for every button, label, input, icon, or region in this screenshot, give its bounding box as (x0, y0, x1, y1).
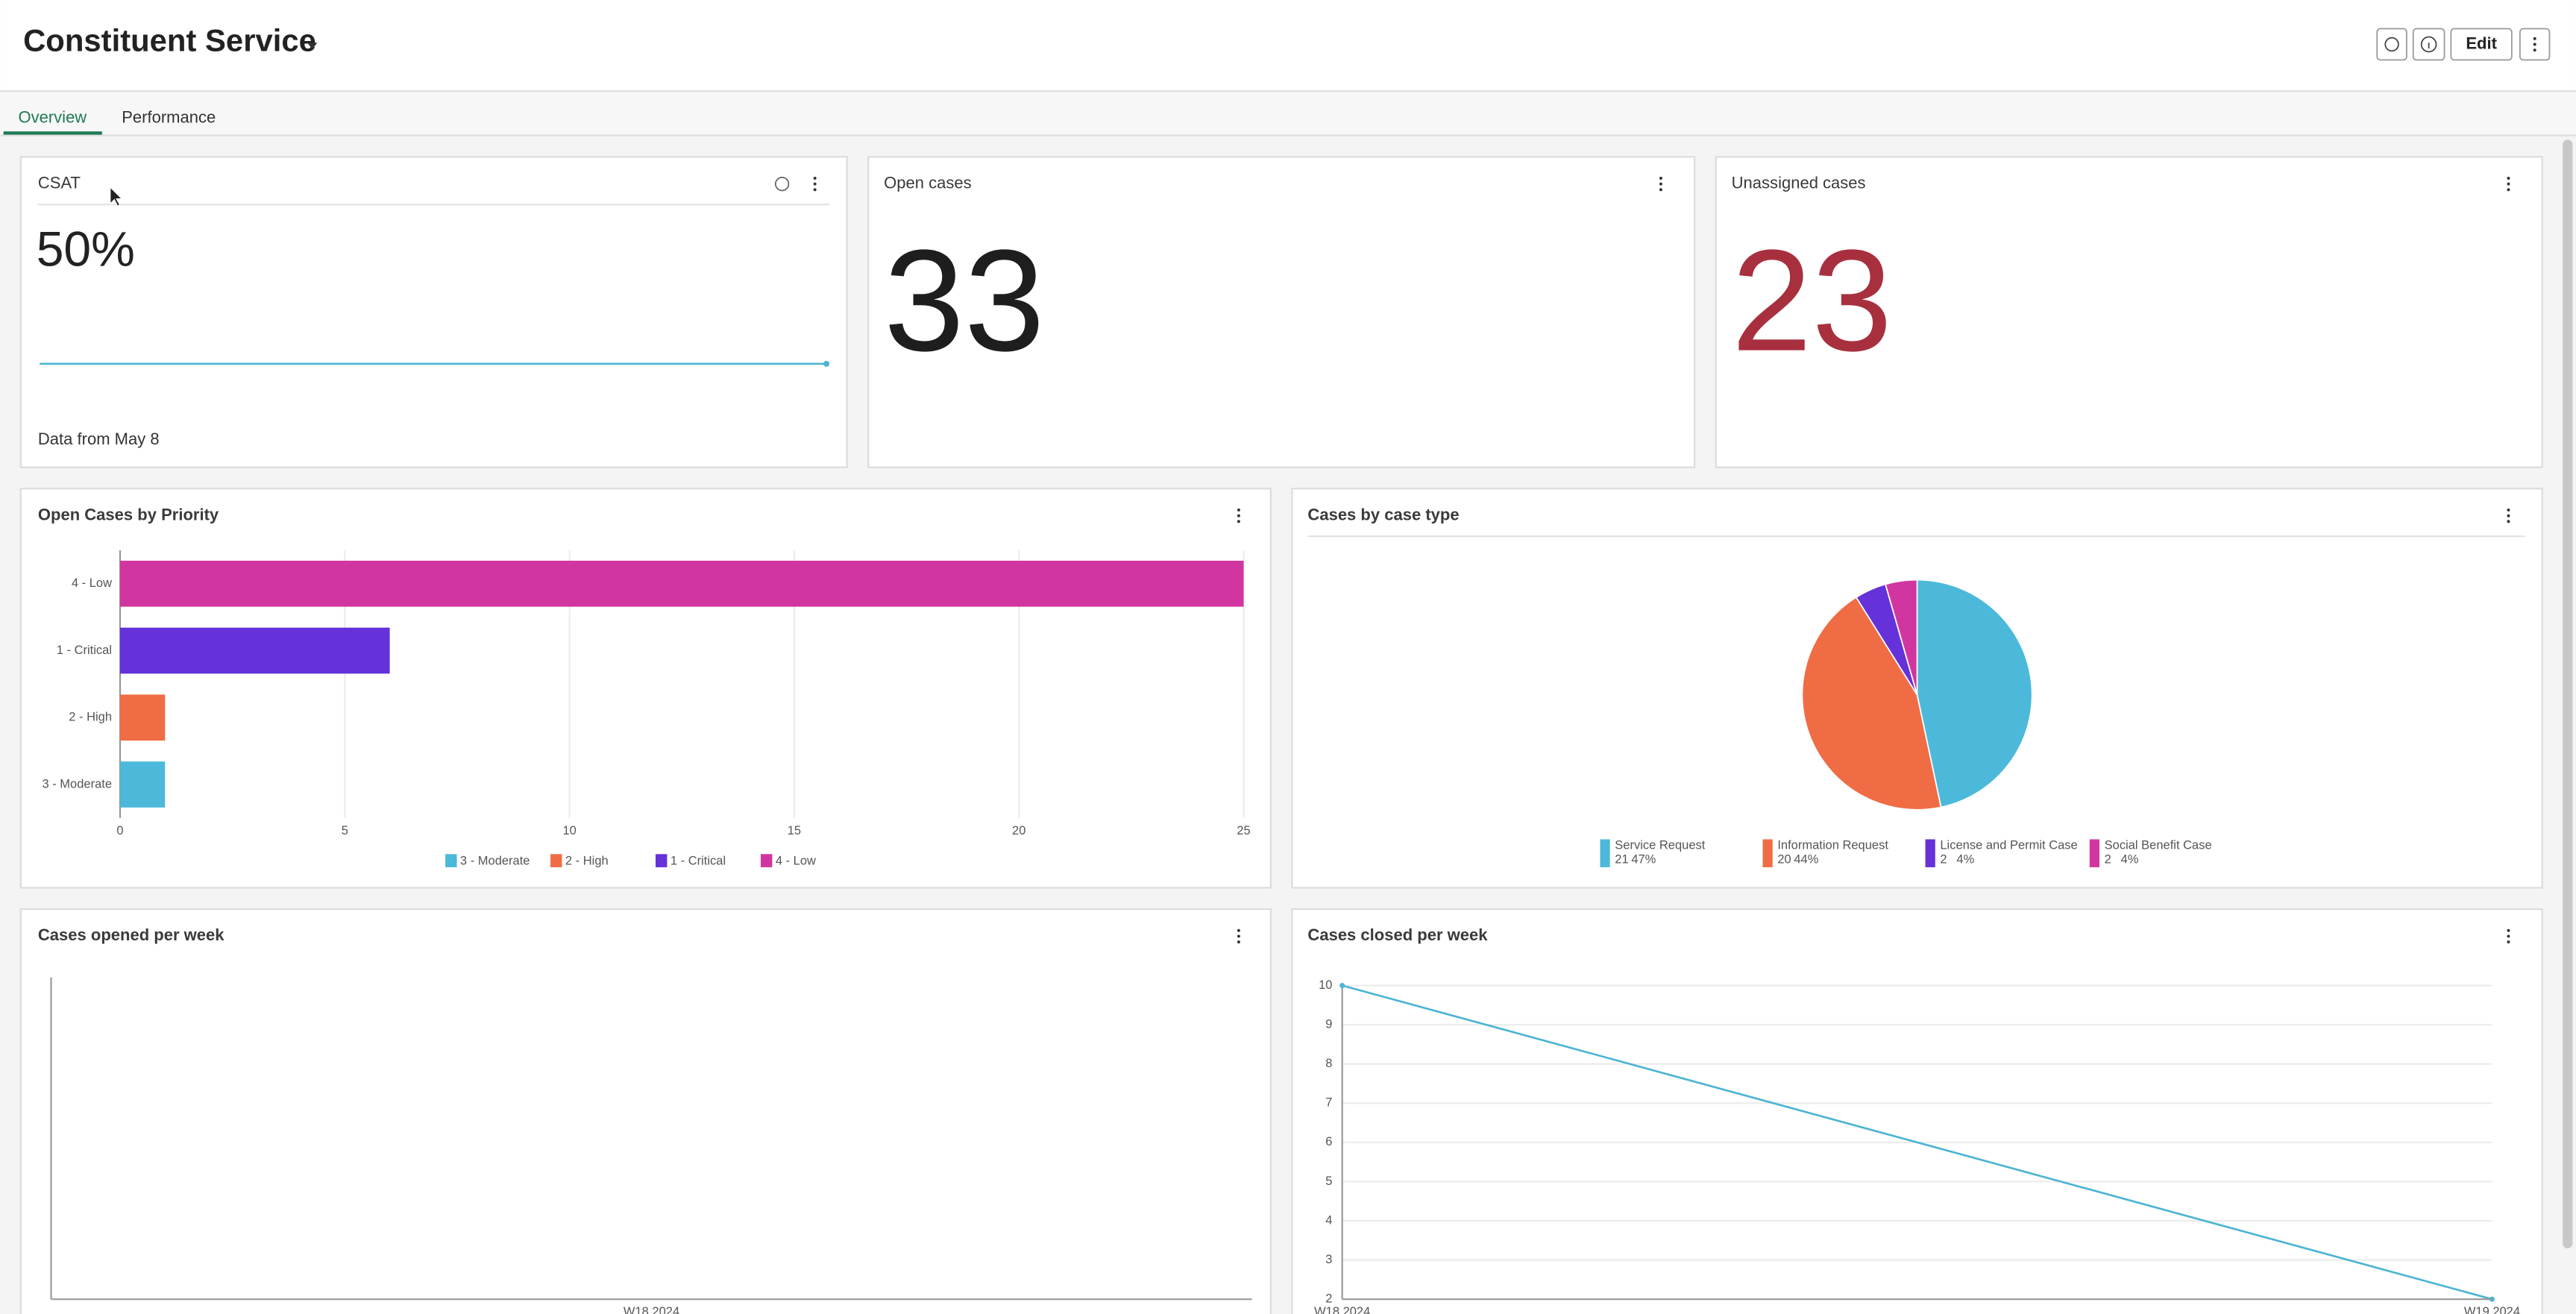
card-menu[interactable] (2507, 928, 2510, 944)
title-dropdown[interactable] (307, 43, 318, 50)
kpi-value: 23 (1732, 221, 1893, 382)
legend-swatch (760, 854, 773, 867)
legend-label: Information Request (1777, 839, 1888, 852)
opened-card (19, 908, 1272, 1314)
legend-percent: 44% (1794, 852, 1818, 866)
mouse-cursor (110, 186, 123, 207)
tab[interactable]: Overview (18, 107, 87, 126)
edit-button[interactable]: Edit (2450, 28, 2513, 61)
legend-swatch (1762, 839, 1773, 867)
legend-label: 3 - Moderate (460, 855, 530, 868)
pie-slice (1916, 579, 2033, 808)
scrollbar[interactable] (2563, 139, 2573, 1248)
csat-footer: Data from May 8 (38, 430, 160, 448)
legend-swatch (656, 854, 667, 867)
x-tick-label: 25 (1237, 824, 1250, 837)
open-cases-card (867, 156, 1696, 468)
y-tick-label: 5 (1325, 1175, 1332, 1188)
y-tick-label: 1 - Critical (57, 644, 112, 657)
card-title: Open Cases by Priority (38, 505, 219, 524)
sparkline-point (823, 360, 830, 367)
x-tick-label: 15 (788, 824, 801, 837)
legend-label: Social Benefit Case (2105, 839, 2212, 852)
y-tick-label: 8 (1325, 1057, 1332, 1070)
bar (120, 560, 1244, 607)
card-title: Unassigned cases (1732, 173, 1866, 192)
pie-slice (1801, 596, 1942, 811)
legend-value: 2 (2105, 852, 2111, 866)
refresh-button[interactable] (2376, 28, 2407, 61)
bar (120, 627, 390, 674)
y-tick-label: 10 (1319, 978, 1332, 992)
header (0, 0, 2576, 91)
active-tab-indicator (3, 131, 102, 135)
legend-label: 1 - Critical (670, 855, 726, 868)
line-point (1339, 982, 1345, 989)
card-menu[interactable] (1237, 508, 1240, 524)
legend-swatch (445, 854, 457, 867)
legend-label: License and Permit Case (1940, 839, 2077, 852)
closed-card (1291, 908, 2543, 1314)
y-tick-label: 3 (1325, 1253, 1332, 1266)
legend-label: Service Request (1615, 839, 1705, 852)
card-menu[interactable] (1237, 928, 1240, 944)
legend-swatch (1925, 839, 1935, 867)
card-title: Open cases (884, 173, 971, 192)
info-button[interactable] (2412, 28, 2445, 61)
legend-value: 20 (1777, 852, 1791, 866)
line-series (1342, 984, 2492, 1301)
card-title: CSAT (38, 173, 81, 192)
legend-value: 21 (1615, 852, 1628, 866)
card-menu[interactable] (813, 176, 817, 192)
y-tick-label: 2 - High (69, 711, 112, 724)
y-tick-label: 2 (1325, 1292, 1332, 1306)
x-tick-label: 0 (116, 824, 123, 837)
y-tick-label: 3 - Moderate (42, 777, 112, 790)
card-title: Cases closed per week (1307, 925, 1488, 944)
y-tick-label: 9 (1325, 1017, 1332, 1031)
csat-card (19, 156, 848, 468)
legend-swatch (550, 854, 562, 867)
x-tick-label: W18 2024 (1314, 1305, 1370, 1314)
info-icon[interactable] (774, 176, 790, 192)
x-tick-label: 5 (342, 824, 348, 837)
x-tick-label: 10 (562, 824, 576, 837)
edit-label[interactable]: Edit (2466, 34, 2497, 52)
legend-percent: 47% (1631, 852, 1656, 866)
card-title: Cases opened per week (38, 925, 224, 944)
dashboard-title: Constituent Service (23, 22, 316, 57)
card-menu[interactable] (1659, 176, 1662, 192)
y-tick-label: 6 (1325, 1135, 1332, 1148)
unassigned-cases-card (1715, 156, 2543, 468)
priority-card (19, 488, 1272, 889)
legend-swatch (2089, 839, 2100, 867)
tab[interactable]: Performance (122, 107, 216, 126)
card-menu[interactable] (2507, 508, 2510, 524)
bar (120, 761, 166, 808)
legend-percent: 4% (2121, 852, 2139, 866)
x-tick-label: W18 2024 (623, 1305, 679, 1314)
card-menu[interactable] (2507, 176, 2510, 192)
x-tick-label: W19 2024 (2464, 1305, 2520, 1314)
card-title: Cases by case type (1307, 505, 1459, 524)
legend-swatch (1600, 839, 1610, 867)
legend-label: 2 - High (565, 855, 609, 868)
tab-bar (0, 92, 2576, 135)
legend-value: 2 (1940, 852, 1947, 866)
csat-value: 50% (37, 222, 135, 277)
y-tick-label: 4 (1325, 1213, 1332, 1227)
legend-label: 4 - Low (776, 855, 816, 868)
pie-slice (1884, 579, 1918, 695)
more-button[interactable] (2519, 28, 2551, 61)
y-tick-label: 4 - Low (72, 576, 112, 590)
x-tick-label: 20 (1012, 824, 1025, 837)
bar (120, 694, 166, 741)
legend-percent: 4% (1956, 852, 1974, 866)
kpi-value: 33 (884, 221, 1045, 382)
y-tick-label: 7 (1325, 1096, 1332, 1110)
